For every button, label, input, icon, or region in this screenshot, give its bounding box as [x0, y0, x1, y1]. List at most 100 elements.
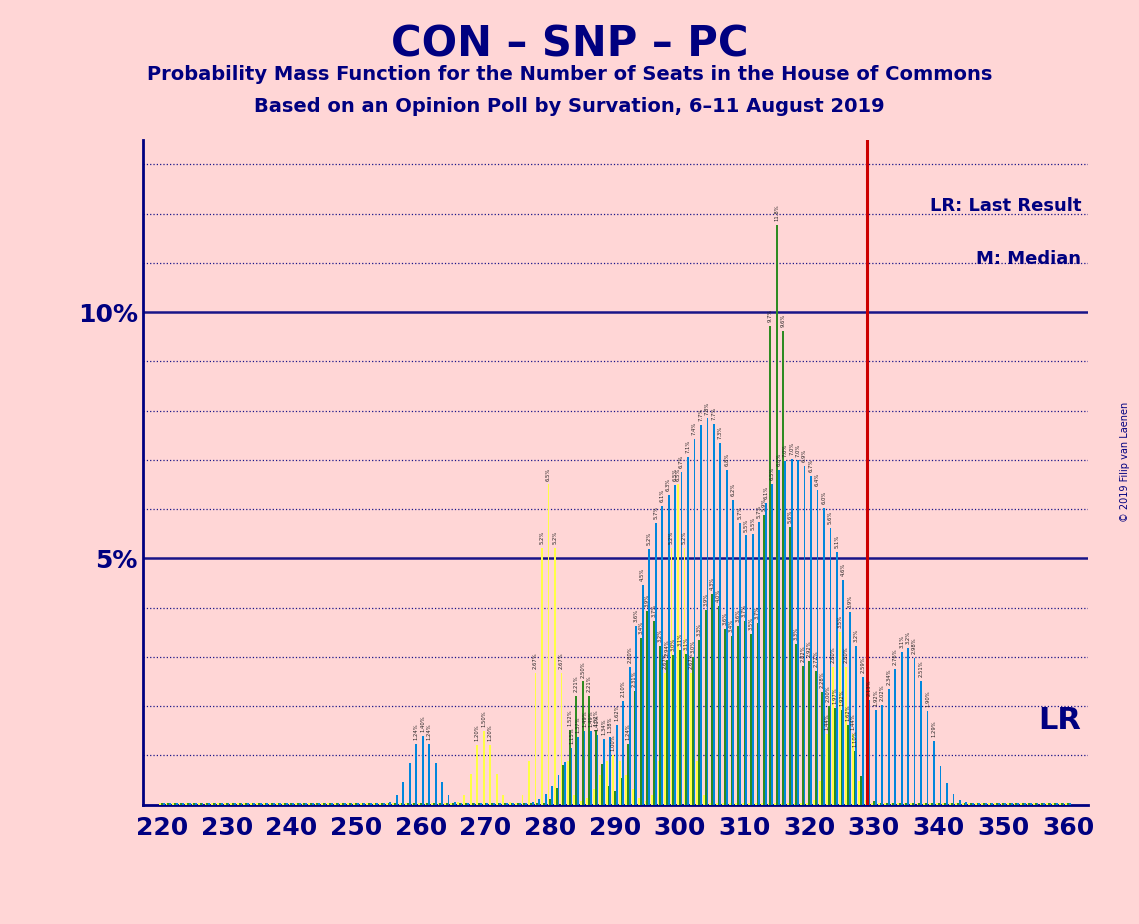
Bar — [498, 803, 499, 805]
Bar — [284, 803, 286, 805]
Text: 4.5%: 4.5% — [640, 567, 645, 580]
Text: 3.4%: 3.4% — [639, 621, 644, 634]
Bar — [198, 803, 199, 805]
Bar — [394, 803, 396, 805]
Bar — [1022, 803, 1024, 805]
Text: 2.67%: 2.67% — [533, 652, 538, 669]
Bar — [972, 803, 974, 805]
Text: 6.5%: 6.5% — [546, 468, 551, 480]
Bar — [1046, 803, 1048, 805]
Bar — [957, 803, 959, 805]
Bar — [433, 803, 435, 805]
Bar — [452, 803, 454, 805]
Bar — [1050, 803, 1051, 805]
Bar — [865, 799, 867, 805]
Bar — [247, 803, 248, 805]
Bar — [705, 610, 706, 805]
Text: 3.5%: 3.5% — [837, 615, 842, 628]
Bar — [476, 746, 478, 805]
Bar — [847, 724, 849, 805]
Text: 7.0%: 7.0% — [782, 444, 788, 457]
Bar — [780, 803, 782, 805]
Bar — [671, 548, 672, 805]
Text: 1.40%: 1.40% — [420, 715, 425, 732]
Bar — [884, 803, 886, 805]
Bar — [940, 766, 941, 805]
Bar — [441, 783, 443, 805]
Bar — [836, 552, 838, 805]
Bar — [506, 803, 508, 805]
Bar — [1007, 803, 1009, 805]
Text: 2.13%: 2.13% — [867, 679, 871, 696]
Bar — [794, 803, 795, 805]
Bar — [875, 710, 877, 805]
Bar — [737, 626, 739, 805]
Text: 3.6%: 3.6% — [722, 612, 728, 625]
Text: 6.8%: 6.8% — [776, 453, 781, 466]
Bar — [927, 711, 928, 805]
Bar — [683, 548, 686, 805]
Text: 2.21%: 2.21% — [587, 675, 591, 692]
Bar — [1065, 803, 1067, 805]
Text: 1.24%: 1.24% — [625, 723, 631, 739]
Bar — [778, 469, 779, 805]
Bar — [616, 724, 617, 805]
Bar — [383, 803, 385, 805]
Bar — [923, 803, 925, 805]
Bar — [375, 803, 376, 805]
Bar — [353, 803, 355, 805]
Bar — [985, 803, 986, 805]
Bar — [1041, 803, 1043, 805]
Text: 5.2%: 5.2% — [669, 531, 674, 544]
Bar — [609, 736, 612, 805]
Bar — [628, 744, 629, 805]
Bar — [420, 803, 421, 805]
Bar — [240, 803, 243, 805]
Bar — [205, 803, 206, 805]
Bar — [179, 803, 180, 805]
Bar — [770, 326, 771, 805]
Text: 2.51%: 2.51% — [918, 661, 924, 677]
Bar — [899, 803, 901, 805]
Bar — [308, 803, 310, 805]
Bar — [186, 803, 187, 805]
Bar — [541, 548, 543, 805]
Bar — [1009, 803, 1010, 805]
Text: 5.5%: 5.5% — [751, 517, 755, 530]
Bar — [674, 484, 675, 805]
Bar — [1010, 803, 1013, 805]
Bar — [543, 803, 544, 805]
Bar — [478, 803, 480, 805]
Bar — [871, 803, 872, 805]
Bar — [933, 741, 935, 805]
Bar — [810, 476, 812, 805]
Bar — [560, 673, 563, 805]
Bar — [852, 734, 853, 805]
Bar — [910, 803, 912, 805]
Text: 1.52%: 1.52% — [593, 710, 598, 726]
Bar — [966, 802, 967, 805]
Bar — [573, 795, 575, 805]
Text: 1.00%: 1.00% — [611, 735, 616, 751]
Bar — [571, 748, 573, 805]
Text: 2.21%: 2.21% — [574, 675, 579, 692]
Bar — [519, 803, 521, 805]
Bar — [1040, 803, 1041, 805]
Bar — [983, 803, 985, 805]
Bar — [1005, 803, 1006, 805]
Bar — [625, 774, 628, 805]
Bar — [517, 803, 519, 805]
Bar — [925, 803, 927, 805]
Text: 7.7%: 7.7% — [712, 407, 716, 420]
Bar — [413, 803, 416, 805]
Bar — [968, 803, 970, 805]
Text: 4.3%: 4.3% — [710, 577, 714, 590]
Bar — [360, 803, 362, 805]
Bar — [913, 658, 916, 805]
Bar — [638, 797, 640, 805]
Text: 11.8%: 11.8% — [775, 204, 779, 221]
Bar — [336, 803, 337, 805]
Bar — [755, 803, 756, 805]
Bar — [175, 803, 178, 805]
Bar — [588, 696, 590, 805]
